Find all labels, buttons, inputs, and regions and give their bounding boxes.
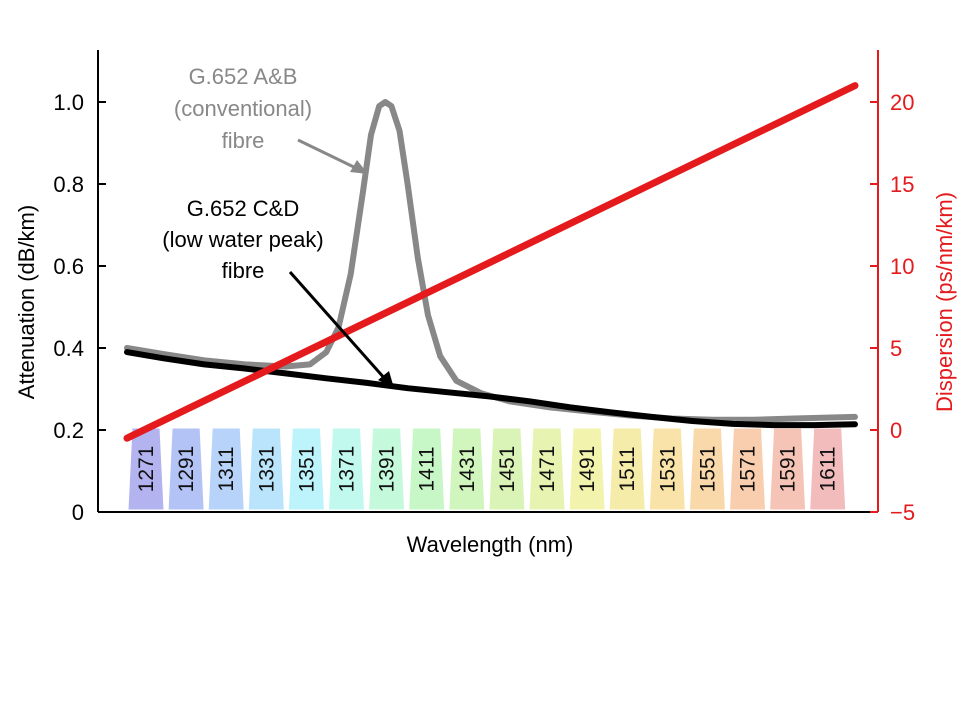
left-tick-label: 0	[72, 500, 84, 525]
channel-label: 1611	[817, 446, 840, 491]
channel-label: 1451	[496, 446, 519, 493]
channel-label: 1391	[376, 446, 399, 493]
channel-1431: 1431	[448, 427, 486, 511]
arrowhead-black	[378, 371, 394, 388]
left-tick-label: 0.4	[53, 336, 84, 361]
axes	[97, 50, 879, 513]
annotation-line: fibre	[222, 258, 265, 283]
channel-1331: 1331	[247, 427, 285, 511]
annotation-black-fibre: G.652 C&D (low water peak) fibre	[162, 196, 394, 388]
annotation-line: (low water peak)	[162, 227, 323, 252]
channel-box	[448, 427, 486, 511]
channel-1591: 1591	[769, 427, 807, 511]
left-y-axis-title: Attenuation (dB/km)	[14, 205, 39, 399]
channel-box	[528, 427, 566, 511]
annotation-line: G.652 C&D	[187, 196, 300, 221]
cwdm-channel-band: 1271 1291 1311 1331 1351 1371 1391 1411 1431 1451…	[127, 427, 847, 511]
arrowhead-gray	[350, 160, 368, 174]
channel-1311: 1311	[207, 427, 245, 511]
right-tick-label: 10	[890, 254, 914, 279]
channel-label: 1331	[255, 446, 278, 493]
channel-label: 1571	[737, 446, 760, 493]
channel-1491: 1491	[568, 427, 606, 511]
channel-box	[488, 427, 526, 511]
channel-box	[809, 427, 847, 511]
channel-label: 1351	[295, 446, 318, 493]
channel-label: 1551	[696, 446, 719, 493]
channel-label: 1411	[416, 446, 439, 491]
channel-box	[408, 427, 446, 511]
annotation-gray-fibre: G.652 A&B (conventional) fibre	[174, 64, 368, 174]
channel-label: 1311	[215, 446, 238, 491]
right-tick-label: −5	[890, 500, 915, 525]
annotation-line: (conventional)	[174, 96, 312, 121]
left-tick-label: 0.2	[53, 418, 84, 443]
annotation-arrow-gray	[297, 138, 361, 172]
channel-1391: 1391	[368, 427, 406, 511]
black-attenuation-series	[124, 349, 858, 429]
series	[123, 82, 859, 442]
channel-1371: 1371	[327, 427, 366, 511]
channel-1511: 1511	[608, 427, 646, 511]
channel-box	[688, 427, 726, 511]
channel-box	[207, 427, 245, 511]
channel-label: 1491	[576, 446, 599, 493]
annotation-line: G.652 A&B	[189, 64, 298, 89]
left-tick-label: 0.6	[53, 254, 84, 279]
channel-box	[287, 427, 325, 511]
right-tick-label: 20	[890, 90, 914, 115]
channel-box	[608, 427, 646, 511]
x-axis-title: Wavelength (nm)	[407, 532, 574, 557]
channel-1531: 1531	[648, 427, 686, 511]
channel-1571: 1571	[728, 427, 767, 511]
channel-label: 1271	[135, 446, 158, 493]
right-tick-label: 5	[890, 336, 902, 361]
channel-1411: 1411	[408, 427, 446, 511]
left-tick-label: 0.8	[53, 172, 84, 197]
channel-1271: 1271	[127, 427, 165, 511]
channel-label: 1471	[536, 446, 559, 493]
channel-label: 1591	[777, 446, 800, 493]
right-tick-label: 0	[890, 418, 902, 443]
channel-label: 1431	[456, 446, 479, 493]
annotation-line: fibre	[222, 128, 265, 153]
channel-box	[247, 427, 285, 511]
channel-1551: 1551	[688, 427, 726, 511]
annotation-arrow-black	[288, 271, 388, 381]
channel-box	[368, 427, 406, 511]
channel-1291: 1291	[167, 427, 205, 511]
channel-box	[648, 427, 686, 511]
channel-1471: 1471	[528, 427, 566, 511]
right-y-ticks: −5 0 5 10 15 20	[870, 90, 915, 525]
annotations: G.652 A&B (conventional) fibre G.652 C&D (lo…	[162, 64, 394, 388]
right-tick-label: 15	[890, 172, 914, 197]
channel-1351: 1351	[287, 427, 325, 511]
channel-1451: 1451	[488, 427, 526, 511]
channel-box	[167, 427, 205, 511]
channel-label: 1291	[175, 446, 198, 493]
red-dispersion-series	[123, 82, 859, 442]
channel-label: 1371	[336, 446, 359, 493]
left-y-ticks: 0 0.2 0.4 0.6 0.8 1.0	[53, 90, 106, 525]
channel-label: 1511	[616, 446, 639, 491]
channel-box	[327, 427, 366, 511]
right-y-axis-title: Dispersion (ps/nm/km)	[932, 192, 957, 412]
channel-1611: 1611	[809, 427, 847, 511]
channel-box	[728, 427, 767, 511]
channel-label: 1531	[656, 446, 679, 493]
left-tick-label: 1.0	[53, 90, 84, 115]
channel-box	[568, 427, 606, 511]
